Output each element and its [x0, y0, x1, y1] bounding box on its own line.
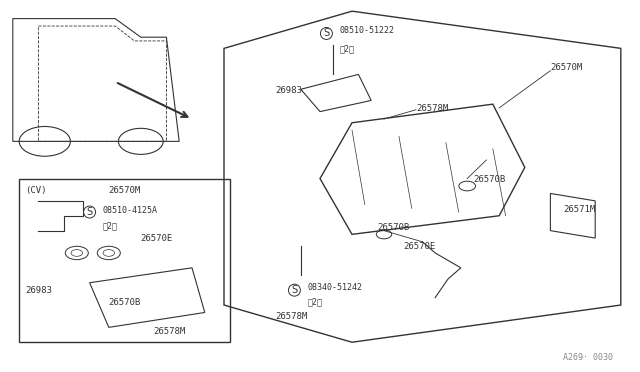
Text: 26570E: 26570E	[141, 234, 173, 243]
Text: 26570E: 26570E	[403, 242, 435, 251]
Text: 26571M: 26571M	[563, 205, 595, 214]
Text: （2）: （2）	[307, 298, 322, 307]
Text: 08510-4125A: 08510-4125A	[102, 206, 157, 215]
Text: S: S	[323, 29, 330, 38]
Bar	[19, 179, 230, 342]
Text: 26983: 26983	[275, 86, 302, 94]
Text: 26983: 26983	[26, 286, 52, 295]
Text: 26570B: 26570B	[109, 298, 141, 307]
Text: 08340-51242: 08340-51242	[307, 283, 362, 292]
Text: (CV): (CV)	[26, 186, 47, 195]
Text: 26570M: 26570M	[109, 186, 141, 195]
Text: （2）: （2）	[102, 221, 117, 230]
Text: （2）: （2）	[339, 45, 354, 54]
Text: 26578M: 26578M	[154, 327, 186, 336]
Text: 26578M: 26578M	[416, 104, 448, 113]
Text: S: S	[291, 285, 298, 295]
Text: S: S	[86, 207, 93, 217]
Text: 26570B: 26570B	[378, 223, 410, 232]
Text: 26570M: 26570M	[550, 63, 582, 72]
Text: A269· 0030: A269· 0030	[563, 353, 613, 362]
Text: 08510-51222: 08510-51222	[339, 26, 394, 35]
Text: 26578M: 26578M	[275, 312, 307, 321]
Text: 26570B: 26570B	[474, 175, 506, 184]
